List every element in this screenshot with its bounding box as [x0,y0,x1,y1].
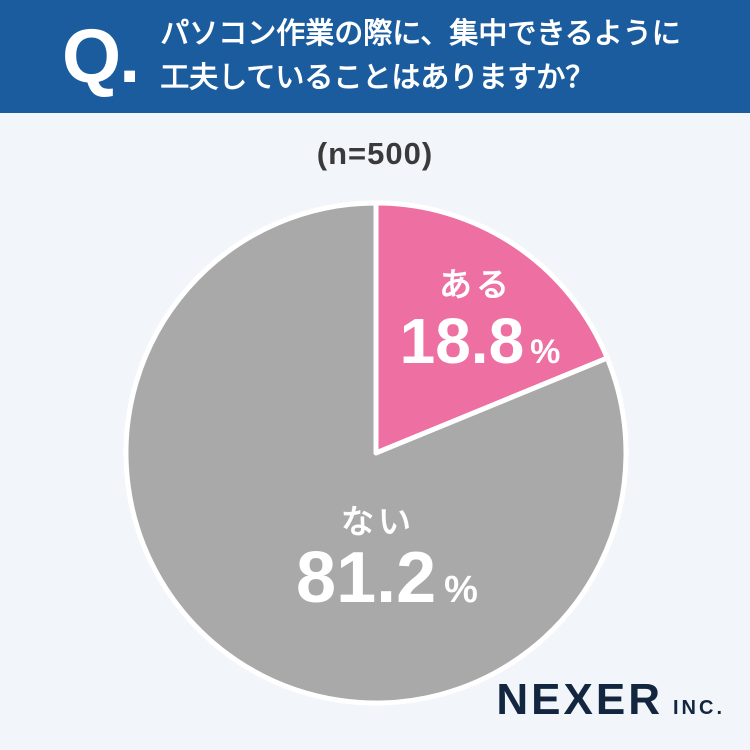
slice-label-aru: ある [439,266,513,303]
nexer-logo: NEXER INC. [496,675,725,725]
slice-value-nai-unit: % [444,569,478,611]
slice-value-nai-number: 81.2 [296,538,437,618]
slice-label-nai: ない [341,503,415,540]
nexer-logo-suffix: INC. [673,697,725,719]
sample-size-label: (n=500) [316,136,434,171]
slice-value-nai: 81.2 % [296,537,478,619]
slice-value-aru-number: 18.8 [399,305,525,377]
question-title-line2: 工夫していることはありますか？ [160,61,595,94]
question-title: パソコン作業の際に、集中できるように 工夫していることはありますか？ [160,13,681,100]
q-mark: Q. [62,13,140,99]
pie-chart [123,200,629,706]
pie-slice-0 [373,200,610,456]
slice-value-aru-unit: % [530,333,561,371]
pie-slice-1 [123,200,629,706]
slice-value-aru: 18.8 % [400,304,561,378]
nexer-logo-main: NEXER [496,675,663,724]
question-header: Q. パソコン作業の際に、集中できるように 工夫していることはありますか？ [0,0,750,113]
question-title-line1: パソコン作業の際に、集中できるように [160,18,681,50]
pie-chart-svg [123,200,629,706]
